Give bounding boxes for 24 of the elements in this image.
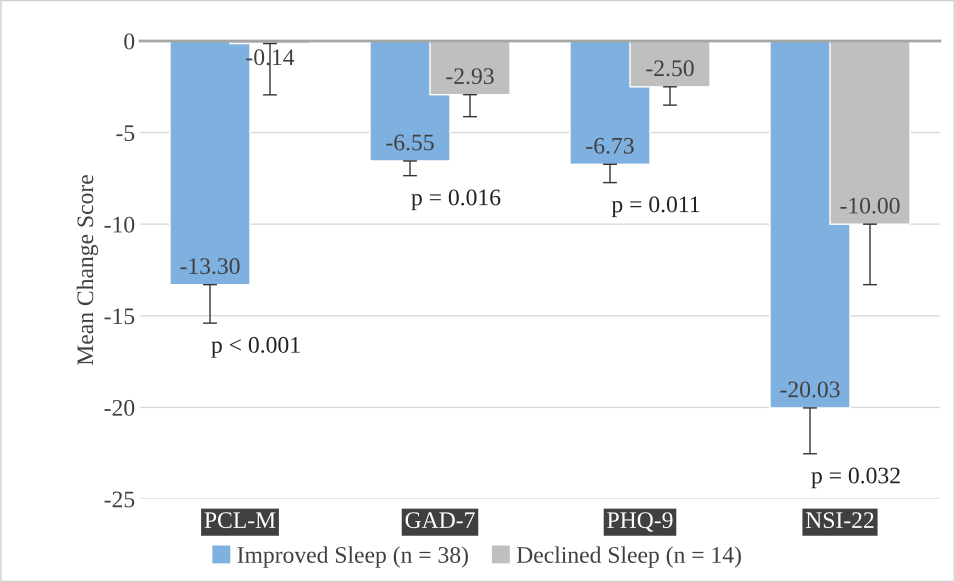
y-axis-title: Mean Change Score <box>76 175 98 366</box>
x-tick-label: PCL-M <box>204 512 276 528</box>
x-tick-label: GAD-7 <box>406 512 475 528</box>
legend-label: Improved Sleep (n = 38) <box>238 546 468 568</box>
data-label: -6.73 <box>586 138 634 154</box>
annotation: p = 0.032 <box>811 468 900 488</box>
x-tick-label: NSI-22 <box>806 512 874 528</box>
data-label: -2.93 <box>446 68 494 84</box>
annotation: p = 0.016 <box>411 189 500 210</box>
data-label: -2.50 <box>646 60 694 76</box>
annotation: p = 0.011 <box>612 196 700 218</box>
legend-label: Declined Sleep (n = 14) <box>516 546 741 568</box>
y-tick-label: -10 <box>104 216 134 233</box>
data-label: -20.03 <box>780 381 840 398</box>
data-label: -13.30 <box>180 258 240 274</box>
y-tick-label: -20 <box>104 400 134 416</box>
y-tick-label: -5 <box>116 125 134 142</box>
x-tick-label: PHQ-9 <box>607 512 672 532</box>
data-label: -10.00 <box>840 198 900 214</box>
y-tick-label: -25 <box>104 492 134 508</box>
y-tick-label: -15 <box>104 308 134 324</box>
data-label: -6.55 <box>386 134 434 151</box>
y-tick-label: 0 <box>124 33 134 50</box>
annotation: p < 0.001 <box>211 336 300 358</box>
